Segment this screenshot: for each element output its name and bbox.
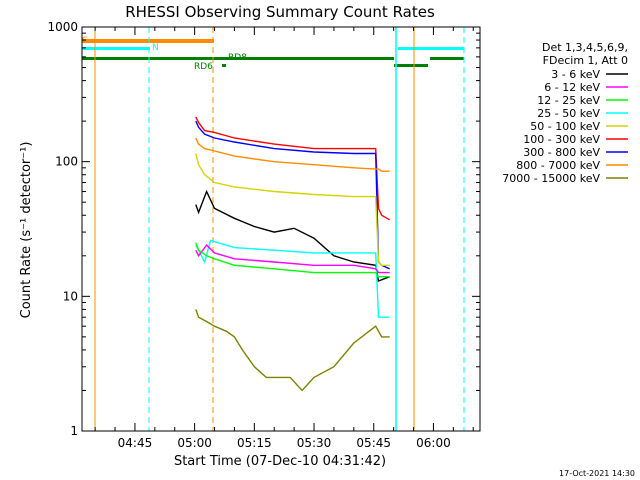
series-line-3 [195, 153, 390, 266]
x-tick-label: 04:45 [118, 436, 153, 450]
legend-entry-label: 3 - 6 keV [551, 68, 600, 81]
flag-s-bar [82, 39, 214, 43]
x-axis-label: Start Time (07-Dec-10 04:31:42) [174, 454, 386, 469]
legend-entry-label: 100 - 300 keV [523, 133, 600, 146]
x-tick-label: 05:45 [356, 436, 391, 450]
series-line-1 [195, 120, 390, 270]
time-markers [94, 27, 465, 431]
flag-n-bar-1 [82, 47, 150, 50]
flag-s-label: S [82, 36, 88, 46]
series-line-6 [195, 244, 390, 274]
series-line-8 [195, 309, 390, 392]
legend-entry-label: 6 - 12 keV [544, 81, 600, 94]
flag-rd6-bar [394, 64, 428, 67]
flag-rd6-label: RD6 [194, 62, 213, 72]
flag-rd8-label: RD8 [228, 53, 247, 63]
x-tick-label: 06:00 [416, 436, 451, 450]
plot-frame [81, 26, 481, 432]
flag-rd8-bar-2 [430, 57, 464, 60]
y-tick-label: 1 [70, 424, 78, 438]
legend-entry-label: 12 - 25 keV [537, 94, 600, 107]
y-tick-label: 1000 [47, 20, 78, 34]
series-line-5 [195, 239, 390, 318]
legend-entry-label: 25 - 50 keV [537, 107, 600, 120]
legend: Det 1,3,4,5,6,9,FDecim 1, Att 03 - 6 keV… [502, 41, 628, 185]
series-layer [195, 116, 391, 392]
legend-entry-label: 300 - 800 keV [523, 146, 600, 159]
series-line-0 [195, 116, 391, 221]
flag-rd8-bar-1 [82, 57, 394, 60]
y-tick-label: 100 [55, 155, 78, 169]
flag-n-bar-2 [398, 47, 464, 50]
series-line-4 [195, 189, 390, 282]
x-tick-label: 05:15 [237, 436, 272, 450]
series-line-7 [195, 242, 390, 278]
footer-timestamp: 17-Oct-2021 14:30 [559, 469, 635, 478]
x-tick-label: 05:00 [177, 436, 212, 450]
legend-header: Det 1,3,4,5,6,9, [542, 41, 628, 54]
y-tick-label: 10 [63, 289, 78, 303]
legend-entry-label: 50 - 100 keV [530, 120, 600, 133]
observing-flags: S N RD8 RD6 [82, 36, 464, 72]
flag-n-label: N [152, 43, 159, 53]
legend-header: FDecim 1, Att 0 [543, 54, 628, 67]
legend-entry-label: 800 - 7000 keV [516, 159, 600, 172]
chart-title: RHESSI Observing Summary Count Rates [125, 3, 435, 21]
y-axis-label: Count Rate (s⁻¹ detector⁻¹) [19, 142, 34, 319]
legend-entry-label: 7000 - 15000 keV [502, 172, 600, 185]
axis-layer: 1 10 100 1000 04:45 05:00 05:15 05:30 05:45 06:00 [47, 20, 480, 450]
flag-rd6-mark [222, 64, 226, 67]
series-line-2 [195, 137, 390, 172]
x-tick-label: 05:30 [297, 436, 332, 450]
